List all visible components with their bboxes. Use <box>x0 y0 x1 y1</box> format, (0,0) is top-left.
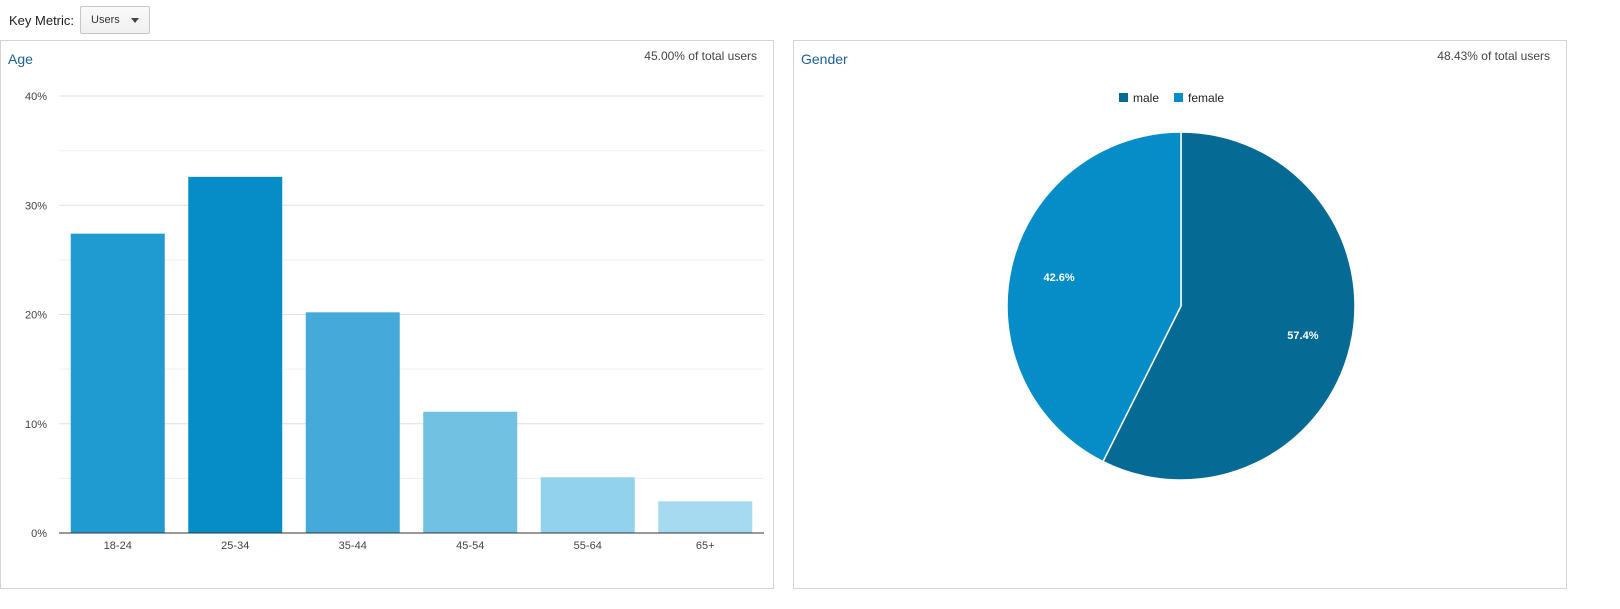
age-panel: Age 45.00% of total users 0% 10% 20% 30% 40%… <box>0 40 774 589</box>
pie-slice-female[interactable] <box>1006 131 1182 463</box>
y-tick-label: 30% <box>25 200 47 212</box>
x-tick-label: 35-44 <box>339 540 367 552</box>
key-metric-label: Key Metric: <box>9 12 75 28</box>
age-bar-chart: 0% 10% 20% 30% 40% 18-24 25-34 35-44 45-54 55-64 6… <box>25 91 764 552</box>
gender-panel-title: Gender <box>801 51 848 67</box>
age-panel-title: Age <box>8 51 33 67</box>
pie-value-label: 57.4% <box>1287 330 1318 342</box>
x-tick-label: 55-64 <box>574 540 602 552</box>
bar-65+[interactable] <box>658 501 753 533</box>
bar-18-24[interactable] <box>70 233 165 533</box>
bar-55-64[interactable] <box>540 477 635 533</box>
y-tick-label: 40% <box>25 91 47 103</box>
gender-pie-chart: male female 57.4% 42.6% <box>1006 91 1356 481</box>
bar-25-34[interactable] <box>188 176 283 533</box>
gender-share-label: 48.43% of total users <box>1437 49 1550 63</box>
key-metric-bar: Key Metric: Users <box>9 5 150 35</box>
x-tick-label: 65+ <box>696 540 715 552</box>
y-tick-label: 10% <box>25 419 47 431</box>
x-tick-label: 18-24 <box>104 540 132 552</box>
pie-value-label: 42.6% <box>1043 272 1074 284</box>
key-metric-dropdown[interactable]: Users <box>80 6 150 34</box>
pie-slice-male[interactable] <box>1101 131 1356 481</box>
bar-35-44[interactable] <box>305 312 400 533</box>
y-tick-label: 0% <box>31 528 47 540</box>
bar-45-54[interactable] <box>423 411 518 533</box>
legend-label-female: female <box>1188 91 1224 105</box>
x-tick-label: 25-34 <box>221 540 249 552</box>
gender-panel: Gender 48.43% of total users male female 5… <box>793 40 1567 589</box>
x-tick-label: 45-54 <box>456 540 484 552</box>
legend-swatch-female <box>1174 93 1184 102</box>
legend-swatch-male <box>1119 93 1128 102</box>
age-share-label: 45.00% of total users <box>644 49 757 63</box>
key-metric-value: Users <box>91 14 120 26</box>
y-tick-label: 20% <box>25 310 47 322</box>
chevron-down-icon <box>130 18 139 23</box>
legend-label-male: male <box>1133 91 1159 105</box>
legend: male female <box>1119 91 1224 105</box>
